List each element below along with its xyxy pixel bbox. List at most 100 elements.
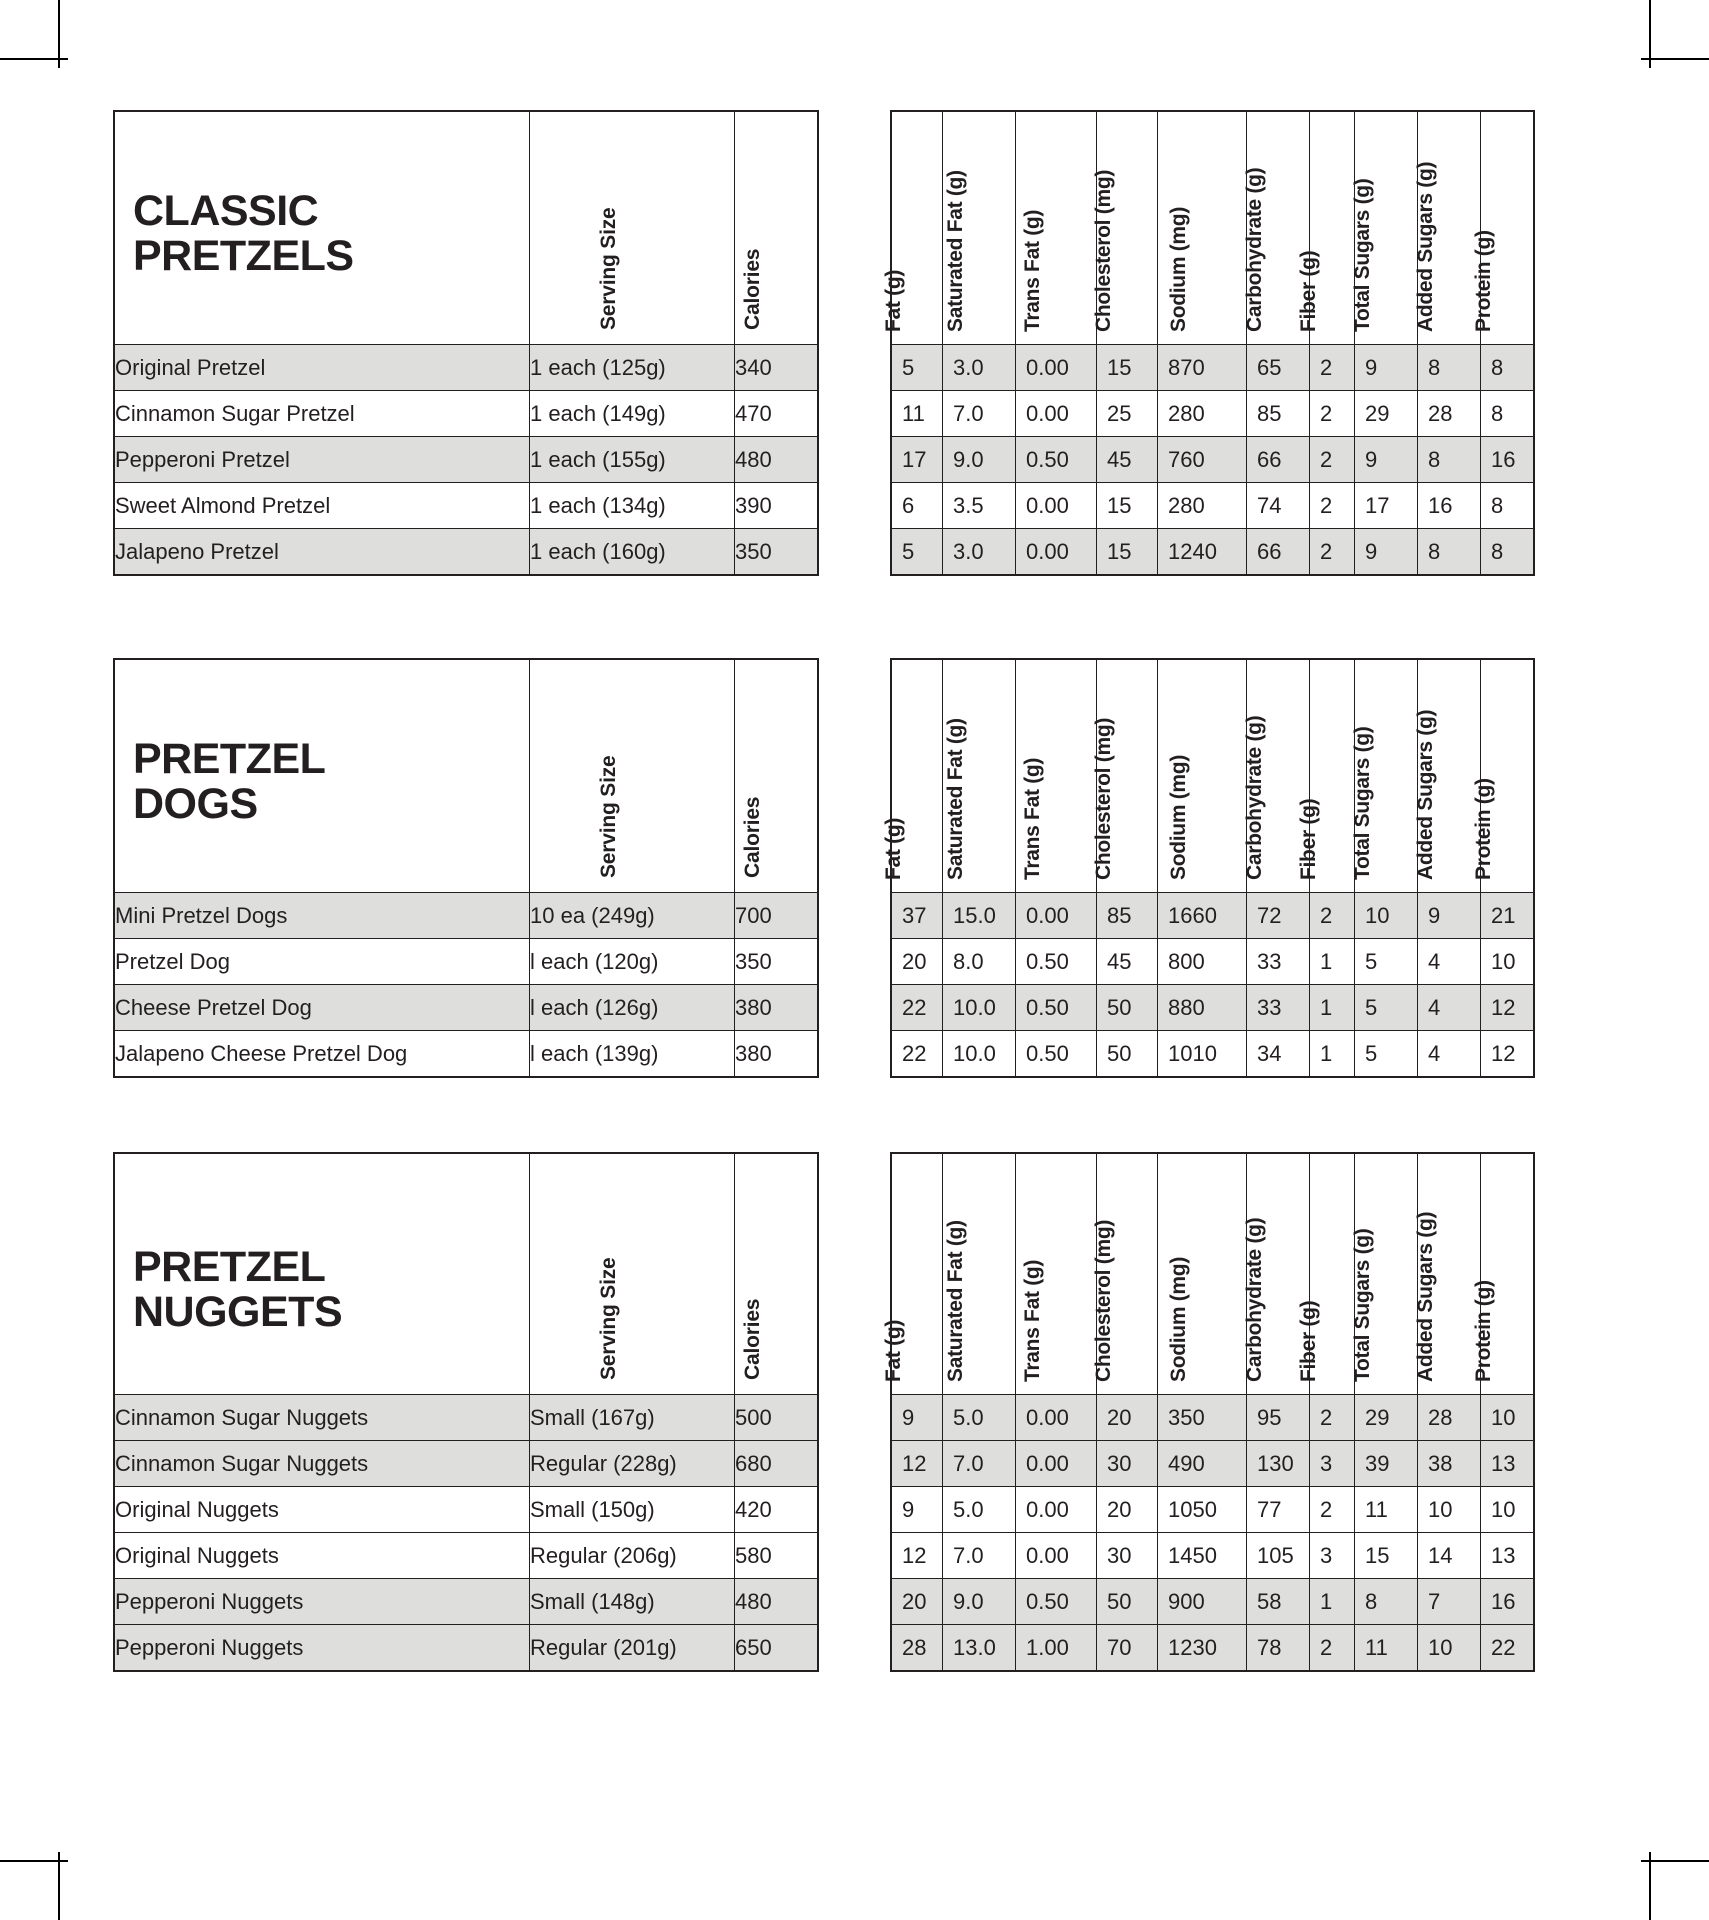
serving-size-cell: 1 each (149g) <box>529 390 735 437</box>
table-row: 5 3.0 0.00 15 1240 66 2 9 8 8 <box>890 528 1535 576</box>
product-name-cell: Original Pretzel <box>113 344 530 391</box>
category-title-line2: DOGS <box>133 780 258 829</box>
product-name-cell: Cinnamon Sugar Nuggets <box>113 1440 530 1487</box>
nutrient-cell: 10 <box>1354 892 1418 939</box>
nutrient-cell: 30 <box>1096 1440 1158 1487</box>
serving-size-cell: Small (150g) <box>529 1486 735 1533</box>
nutrition-section-3: Fat (g) Saturated Fat (g) Trans Fat (g) Cho… <box>882 1152 1535 1672</box>
category-title-cell: CLASSIC PRETZELS <box>113 110 530 345</box>
product-name-cell: Jalapeno Pretzel <box>113 528 530 576</box>
nutrient-cell: 28 <box>1417 390 1481 437</box>
serving-size-header: Serving Size <box>529 658 735 893</box>
nutrient-cell: 22 <box>890 984 943 1031</box>
table-row: 5 3.0 0.00 15 870 65 2 9 8 8 <box>890 344 1535 391</box>
nutrient-cell: 37 <box>890 892 943 939</box>
table-row: Cheese Pretzel Dog l each (126g) 380 <box>113 984 819 1031</box>
nutrient-header: Total Sugars (g) <box>1351 110 1418 345</box>
category-title-line1: PRETZEL <box>133 734 326 783</box>
table-row: Cinnamon Sugar Nuggets Regular (228g) 680 <box>113 1440 819 1487</box>
product-name-cell: Jalapeno Cheese Pretzel Dog <box>113 1030 530 1078</box>
serving-size-cell: 1 each (125g) <box>529 344 735 391</box>
nutrient-header: Saturated Fat (g) <box>942 658 1016 893</box>
product-name-cell: Pepperoni Pretzel <box>113 436 530 483</box>
product-table: PRETZEL DOGS Serving Size Calories Mini Pret… <box>113 658 819 1078</box>
nutrient-header: Added Sugars (g) <box>1414 1152 1481 1395</box>
table-row: Mini Pretzel Dogs 10 ea (249g) 700 <box>113 892 819 939</box>
table-row: Original Nuggets Regular (206g) 580 <box>113 1532 819 1579</box>
nutrient-cell: 3 <box>1309 1532 1355 1579</box>
nutrient-cell: 10 <box>1417 1624 1481 1672</box>
table-row: Original Nuggets Small (150g) 420 <box>113 1486 819 1533</box>
nutrient-cell: 11 <box>1354 1486 1418 1533</box>
nutrient-cell: 900 <box>1157 1578 1247 1625</box>
serving-size-cell: l each (120g) <box>529 938 735 985</box>
nutrient-cell: 1 <box>1309 1578 1355 1625</box>
nutrient-cell: 77 <box>1246 1486 1310 1533</box>
nutrient-header: Protein (g) <box>1472 110 1535 345</box>
nutrient-cell: 5 <box>890 528 943 576</box>
nutrient-cell: 1660 <box>1157 892 1247 939</box>
nutrient-cell: 0.50 <box>1015 1578 1097 1625</box>
table-row: Original Pretzel 1 each (125g) 340 <box>113 344 819 391</box>
table-row: Jalapeno Cheese Pretzel Dog l each (139g)… <box>113 1030 819 1078</box>
nutrient-cell: 0.00 <box>1015 1440 1097 1487</box>
nutrient-cell: 4 <box>1417 1030 1481 1078</box>
serving-size-cell: 1 each (160g) <box>529 528 735 576</box>
product-name-cell: Cinnamon Sugar Pretzel <box>113 390 530 437</box>
nutrient-cell: 870 <box>1157 344 1247 391</box>
nutrient-cell: 1 <box>1309 984 1355 1031</box>
calories-cell: 380 <box>734 984 819 1031</box>
nutrient-cell: 22 <box>890 1030 943 1078</box>
nutrient-header: Carbohydrate (g) <box>1243 1152 1310 1395</box>
nutrient-header: Sodium (mg) <box>1157 1152 1247 1395</box>
nutrient-cell: 70 <box>1096 1624 1158 1672</box>
nutrient-cell: 1.00 <box>1015 1624 1097 1672</box>
product-name-cell: Mini Pretzel Dogs <box>113 892 530 939</box>
serving-size-header: Serving Size <box>529 110 735 345</box>
nutrient-cell: 490 <box>1157 1440 1247 1487</box>
nutrient-header: Sodium (mg) <box>1157 658 1247 893</box>
nutrient-cell: 8 <box>1480 482 1535 529</box>
nutrient-cell: 21 <box>1480 892 1535 939</box>
nutrient-cell: 9 <box>890 1394 943 1441</box>
nutrient-cell: 15 <box>1096 528 1158 576</box>
nutrient-cell: 6 <box>890 482 943 529</box>
category-title-line2: NUGGETS <box>133 1288 343 1337</box>
nutrient-header: Fat (g) <box>882 110 943 345</box>
category-section-3: PRETZEL NUGGETS Serving Size Calories Cinnam… <box>113 1152 819 1672</box>
nutrient-cell: 4 <box>1417 938 1481 985</box>
table-row: Jalapeno Pretzel 1 each (160g) 350 <box>113 528 819 576</box>
nutrient-cell: 8 <box>1354 1578 1418 1625</box>
nutrient-cell: 10 <box>1480 938 1535 985</box>
crop-mark-top-right-vertical <box>1649 0 1651 68</box>
calories-cell: 480 <box>734 1578 819 1625</box>
nutrient-cell: 5 <box>1354 938 1418 985</box>
nutrient-cell: 15 <box>1096 482 1158 529</box>
nutrient-cell: 2 <box>1309 436 1355 483</box>
nutrient-cell: 8 <box>1417 436 1481 483</box>
nutrient-cell: 0.00 <box>1015 892 1097 939</box>
table-row: 22 10.0 0.50 50 880 33 1 5 4 12 <box>890 984 1535 1031</box>
nutrient-cell: 30 <box>1096 1532 1158 1579</box>
nutrient-cell: 20 <box>890 1578 943 1625</box>
nutrient-cell: 8 <box>1417 344 1481 391</box>
nutrient-cell: 8.0 <box>942 938 1016 985</box>
calories-header: Calories <box>734 1152 819 1395</box>
nutrient-cell: 0.00 <box>1015 1532 1097 1579</box>
serving-size-cell: 1 each (134g) <box>529 482 735 529</box>
nutrient-cell: 1 <box>1309 938 1355 985</box>
table-row: 9 5.0 0.00 20 350 95 2 29 28 10 <box>890 1394 1535 1441</box>
nutrient-cell: 10.0 <box>942 1030 1016 1078</box>
nutrient-cell: 72 <box>1246 892 1310 939</box>
serving-size-cell: l each (126g) <box>529 984 735 1031</box>
nutrient-cell: 3 <box>1309 1440 1355 1487</box>
nutrient-cell: 9.0 <box>942 436 1016 483</box>
crop-mark-top-left-horizontal <box>0 58 68 60</box>
nutrient-header: Fat (g) <box>882 1152 943 1395</box>
nutrient-cell: 33 <box>1246 938 1310 985</box>
nutrient-cell: 800 <box>1157 938 1247 985</box>
nutrient-header: Trans Fat (g) <box>1015 658 1097 893</box>
nutrient-cell: 0.00 <box>1015 482 1097 529</box>
product-name-cell: Sweet Almond Pretzel <box>113 482 530 529</box>
nutrient-cell: 34 <box>1246 1030 1310 1078</box>
